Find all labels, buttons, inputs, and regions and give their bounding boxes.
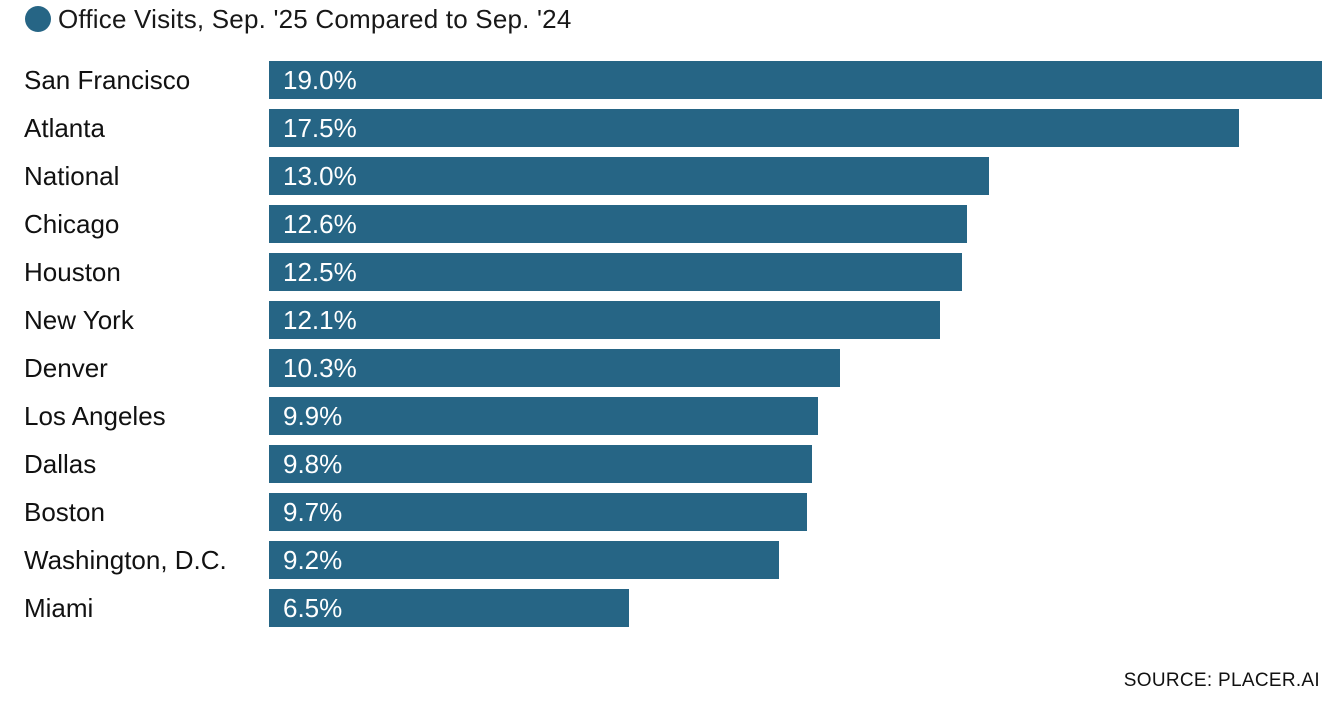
bar-value-label: 12.6% bbox=[283, 208, 357, 239]
category-label: Houston bbox=[24, 256, 121, 287]
bar-chart: San Francisco 19.0% Atlanta 17.5% National 13… bbox=[0, 61, 1332, 627]
category-label: New York bbox=[24, 304, 134, 335]
bar-track: 19.0% bbox=[269, 61, 1322, 99]
category-label: Dallas bbox=[24, 448, 97, 479]
chart-row: New York 12.1% bbox=[0, 301, 1332, 339]
bar: 17.5% bbox=[269, 109, 1239, 147]
bar-track: 9.8% bbox=[269, 445, 1322, 483]
chart-row: San Francisco 19.0% bbox=[0, 61, 1332, 99]
bar-track: 9.9% bbox=[269, 397, 1322, 435]
bar: 9.9% bbox=[269, 397, 818, 435]
bar-track: 17.5% bbox=[269, 109, 1322, 147]
chart-row: Dallas 9.8% bbox=[0, 445, 1332, 483]
bar: 12.6% bbox=[269, 205, 968, 243]
chart-row: Houston 12.5% bbox=[0, 253, 1332, 291]
bar: 9.8% bbox=[269, 445, 813, 483]
bar: 9.7% bbox=[269, 493, 807, 531]
bar: 13.0% bbox=[269, 157, 990, 195]
bar: 12.5% bbox=[269, 253, 962, 291]
category-label: San Francisco bbox=[24, 64, 191, 95]
category-label: Los Angeles bbox=[24, 400, 166, 431]
bar: 19.0% bbox=[269, 61, 1322, 99]
bar-value-label: 9.9% bbox=[283, 400, 343, 431]
chart-row: Boston 9.7% bbox=[0, 493, 1332, 531]
category-label: Miami bbox=[24, 592, 94, 623]
chart-row: Atlanta 17.5% bbox=[0, 109, 1332, 147]
category-label: Washington, D.C. bbox=[24, 544, 227, 575]
bar: 9.2% bbox=[269, 541, 779, 579]
bar-value-label: 12.1% bbox=[283, 304, 357, 335]
bar-value-label: 13.0% bbox=[283, 160, 357, 191]
bar-track: 9.7% bbox=[269, 493, 1322, 531]
chart-row: Miami 6.5% bbox=[0, 589, 1332, 627]
category-label: Denver bbox=[24, 352, 108, 383]
chart-row: Los Angeles 9.9% bbox=[0, 397, 1332, 435]
bar-track: 10.3% bbox=[269, 349, 1322, 387]
category-label: Atlanta bbox=[24, 112, 105, 143]
category-label: Chicago bbox=[24, 208, 120, 239]
bar-value-label: 9.7% bbox=[283, 496, 343, 527]
bar-value-label: 12.5% bbox=[283, 256, 357, 287]
bar: 10.3% bbox=[269, 349, 840, 387]
chart-legend: Office Visits, Sep. '25 Compared to Sep.… bbox=[25, 4, 572, 34]
bar-value-label: 19.0% bbox=[283, 64, 357, 95]
chart-row: Washington, D.C. 9.2% bbox=[0, 541, 1332, 579]
bar-value-label: 9.2% bbox=[283, 544, 343, 575]
source-label: SOURCE: PLACER.AI bbox=[1123, 670, 1320, 691]
bar-value-label: 6.5% bbox=[283, 592, 343, 623]
chart-title: Office Visits, Sep. '25 Compared to Sep.… bbox=[58, 3, 572, 34]
category-label: Boston bbox=[24, 496, 105, 527]
category-label: National bbox=[24, 160, 120, 191]
bar-value-label: 9.8% bbox=[283, 448, 343, 479]
chart-row: Denver 10.3% bbox=[0, 349, 1332, 387]
bar: 12.1% bbox=[269, 301, 940, 339]
bar-value-label: 10.3% bbox=[283, 352, 357, 383]
bar-track: 12.6% bbox=[269, 205, 1322, 243]
legend-dot-icon bbox=[25, 6, 51, 32]
chart-row: National 13.0% bbox=[0, 157, 1332, 195]
bar-track: 9.2% bbox=[269, 541, 1322, 579]
bar-track: 13.0% bbox=[269, 157, 1322, 195]
bar: 6.5% bbox=[269, 589, 630, 627]
chart-row: Chicago 12.6% bbox=[0, 205, 1332, 243]
bar-track: 12.1% bbox=[269, 301, 1322, 339]
bar-value-label: 17.5% bbox=[283, 112, 357, 143]
bar-track: 12.5% bbox=[269, 253, 1322, 291]
bar-track: 6.5% bbox=[269, 589, 1322, 627]
